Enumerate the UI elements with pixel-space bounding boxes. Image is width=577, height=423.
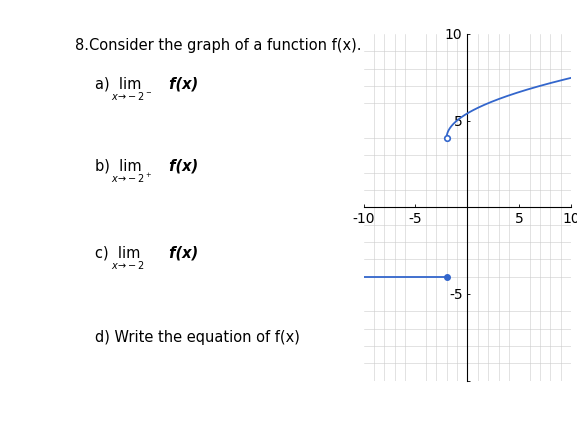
Text: $x\!\to\!-2^-$: $x\!\to\!-2^-$ [111, 90, 153, 102]
Text: a)  lim: a) lim [95, 76, 141, 91]
Text: c)  lim: c) lim [95, 245, 141, 260]
Text: f(x): f(x) [164, 245, 198, 260]
Text: f(x): f(x) [164, 159, 198, 173]
Text: d) Write the equation of f(x): d) Write the equation of f(x) [95, 330, 300, 345]
Text: 8.Consider the graph of a function f(x).: 8.Consider the graph of a function f(x). [75, 38, 362, 53]
Text: $x\!\to\!-2$: $x\!\to\!-2$ [111, 259, 145, 271]
Text: f(x): f(x) [164, 76, 198, 91]
Text: $x\!\to\!-2^+$: $x\!\to\!-2^+$ [111, 172, 153, 185]
Text: b)  lim: b) lim [95, 159, 142, 173]
